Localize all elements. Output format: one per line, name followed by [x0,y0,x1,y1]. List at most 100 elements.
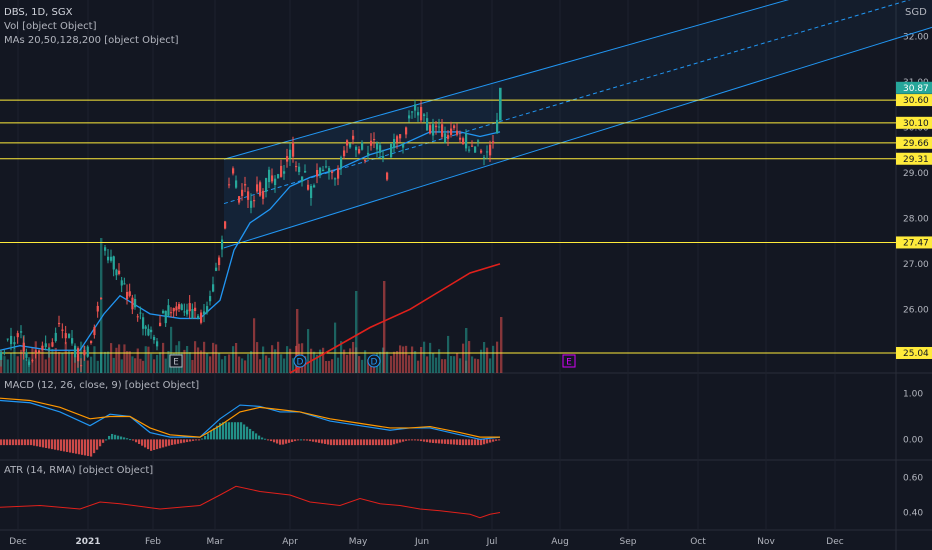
macd-histogram-bar [129,439,132,441]
volume-bar [203,341,206,373]
candle-body [191,308,194,319]
volume-bar [361,359,364,373]
price-tick-label: 29.00 [903,169,929,179]
currency-label[interactable]: SGD [905,7,927,18]
macd-histogram-bar [192,439,195,441]
volume-bar [80,341,83,373]
candle-body [423,114,426,117]
candle-body [274,178,277,186]
volume-bar [128,351,131,373]
candle-body [444,133,447,143]
volume-bar [10,352,13,373]
x-tick-label: Dec [9,537,26,547]
candle-body [453,125,456,129]
macd-histogram-bar [339,439,342,446]
macd-histogram-bar [492,439,495,442]
macd-histogram-bar [366,439,369,446]
moving-averages-legend[interactable]: MAs 20,50,128,200 [object Object] [4,35,179,46]
candle-body [286,156,289,162]
macd-histogram-bar [429,439,432,443]
volume-bar [212,342,215,373]
macd-histogram-bar [408,439,411,441]
macd-histogram-bar [345,439,348,446]
candle-body [126,291,129,300]
volume-bar [390,355,393,373]
candle-body [28,361,31,365]
volume-bar [280,354,283,373]
volume-bar [337,357,340,373]
candle-body [414,104,417,111]
volume-bar [191,359,194,373]
volume-bar [74,356,77,373]
macd-histogram-bar [180,439,183,444]
candle-body [175,306,178,311]
candle-body [61,329,64,331]
volume-bar [218,352,221,373]
macd-histogram-bar [72,439,75,454]
volume-bar [209,356,212,373]
candle-body [156,341,159,347]
macd-histogram-bar [369,439,372,446]
candle-body [128,291,131,296]
macd-histogram-bar [351,439,354,446]
volume-bar [358,356,361,373]
candle-body [218,257,221,266]
volume-legend[interactable]: Vol [object Object] [4,21,97,32]
candle-body [118,270,121,275]
candle-body [142,317,145,329]
volume-bar [352,342,355,373]
dividend-marker [367,354,381,368]
candle-body [295,165,298,168]
volume-bar [232,346,235,373]
candle-body [358,149,361,154]
candle-body [316,170,319,177]
volume-bar [496,341,499,373]
candle-body [31,360,34,362]
macd-legend[interactable]: MACD (12, 26, close, 9) [object Object] [4,380,200,391]
macd-histogram-bar [306,439,309,441]
candle-body [90,340,93,344]
x-tick-label: Dec [826,537,843,547]
volume-bar [44,359,47,373]
macd-histogram-bar [57,439,60,451]
level-price-label: 30.60 [903,96,929,106]
macd-histogram-bar [138,439,141,444]
volume-bar [120,359,123,373]
volume-bar [408,355,411,373]
volume-bar [271,345,274,373]
macd-histogram-bar [24,439,27,446]
level-price-label: 30.10 [903,119,929,129]
price-tick-label: 27.00 [903,260,929,270]
x-tick-label: Sep [620,537,637,547]
volume-bar [170,326,173,373]
atr-legend[interactable]: ATR (14, RMA) [object Object] [4,465,154,476]
macd-histogram-bar [276,439,279,444]
level-price-tag [896,236,932,249]
macd-histogram-bar [252,431,255,440]
macd-histogram-bar [39,439,42,447]
volume-bar [296,309,299,373]
candle-body [390,144,393,158]
candle-body [41,345,44,350]
volume-bar [131,356,134,373]
candle-body [292,142,295,157]
macd-histogram-bar [453,439,456,445]
volume-bar [500,317,503,373]
volume-bar [153,359,156,373]
macd-histogram-bar [384,439,387,446]
candle-body [256,184,259,192]
macd-histogram-bar [270,439,273,442]
macd-histogram-bar [294,439,297,442]
volume-bar [432,352,435,373]
symbol-legend[interactable]: DBS, 1D, SGX [4,7,73,18]
macd-histogram-bar [303,439,306,441]
candle-body [271,175,274,182]
volume-bar [221,359,224,373]
volume-bar [316,354,319,373]
volume-bar [159,352,162,373]
candle-body [462,138,465,145]
volume-bar [93,346,96,373]
volume-bar [417,360,420,373]
macd-histogram-bar [363,439,366,446]
